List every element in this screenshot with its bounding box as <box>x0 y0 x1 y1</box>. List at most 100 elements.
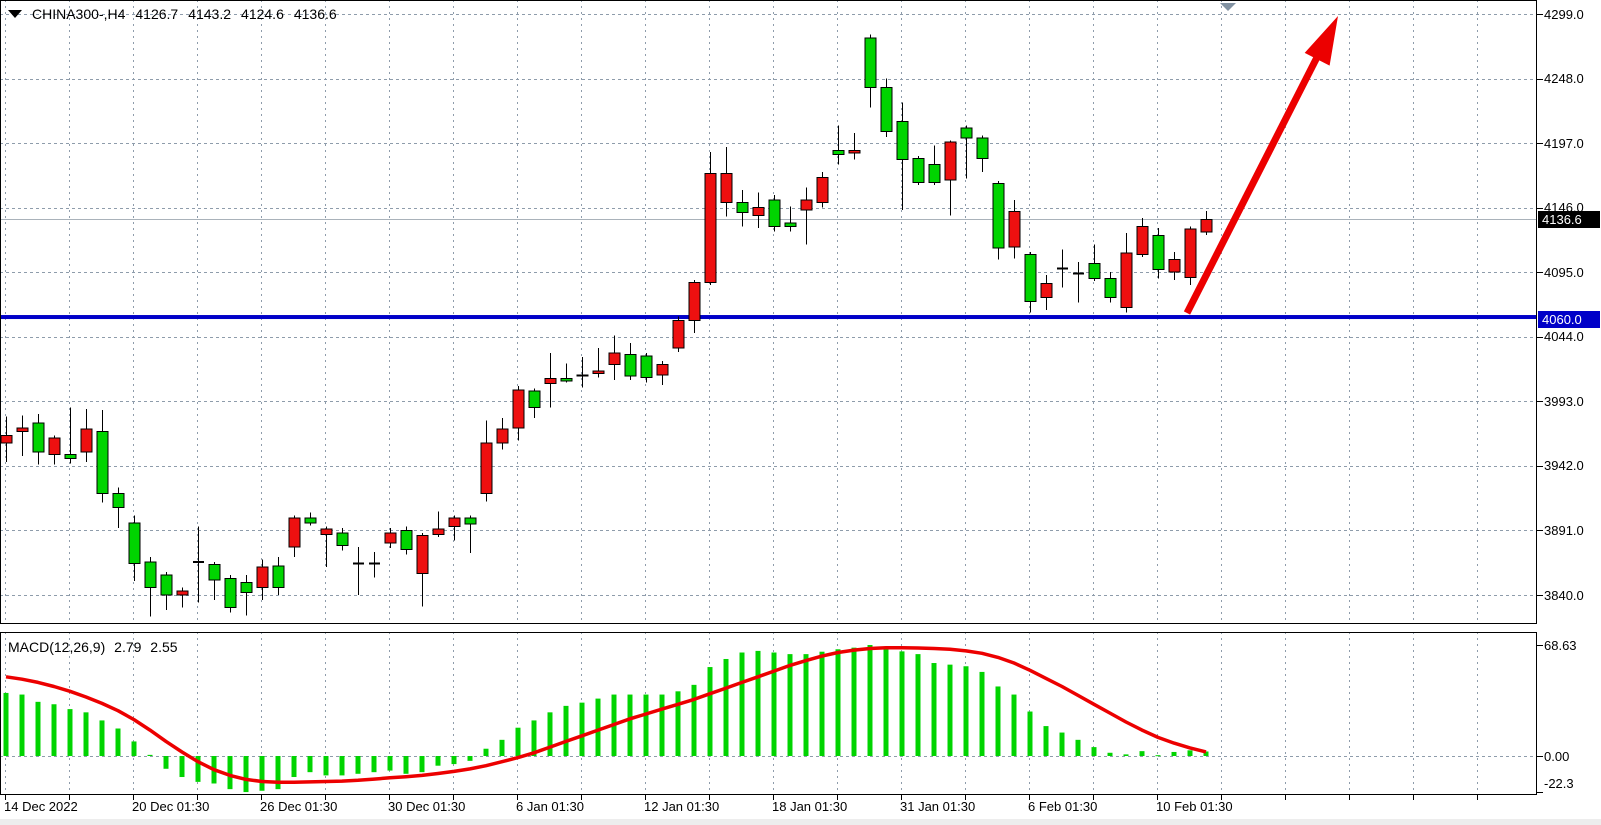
macd-signal-value: 2.55 <box>150 639 178 655</box>
bull-candle <box>656 364 669 376</box>
macd-histogram-bar <box>51 704 57 756</box>
time-axis-label: 30 Dec 01:30 <box>388 799 466 814</box>
macd-histogram-bar <box>851 647 857 756</box>
bear-candle <box>32 422 45 453</box>
macd-histogram-bar <box>819 651 825 756</box>
bear-candle <box>272 565 285 588</box>
macd-histogram-bar <box>515 727 521 756</box>
bull-candle <box>1200 219 1213 233</box>
bear-candle <box>992 183 1005 249</box>
macd-histogram-bar <box>595 698 601 756</box>
macd-histogram-bar <box>1107 752 1113 756</box>
bear-candle <box>1104 278 1117 299</box>
bull-candle <box>512 389 525 429</box>
macd-histogram-bar <box>707 667 713 756</box>
symbol-period-label: CHINA300-,H4 <box>32 6 126 22</box>
macd-histogram-bar <box>227 756 233 790</box>
window-bottom-edge <box>0 819 1601 825</box>
macd-histogram-bar <box>307 756 313 773</box>
symbol-dropdown-icon[interactable] <box>8 10 22 18</box>
bear-candle <box>240 581 253 593</box>
trend-arrow-head[interactable] <box>1304 16 1338 66</box>
main-chart-panel[interactable] <box>0 0 1537 624</box>
hline-price-badge: 4060.0 <box>1538 310 1600 328</box>
bear-candle <box>912 157 925 183</box>
bull-candle <box>672 319 685 349</box>
macd-histogram-bar <box>291 756 297 778</box>
macd-histogram-bar <box>1059 732 1065 756</box>
price-axis-label: 4248.0 <box>1544 71 1584 87</box>
bull-candle <box>848 150 861 154</box>
support-hline[interactable] <box>0 315 1536 320</box>
macd-histogram-bar <box>1027 711 1033 756</box>
macd-histogram-bar <box>723 658 729 756</box>
macd-histogram-bar <box>547 712 553 756</box>
macd-histogram-bar <box>899 651 905 756</box>
low-value: 4124.6 <box>241 6 284 22</box>
macd-histogram-bar <box>3 692 9 756</box>
bear-candle <box>880 86 893 133</box>
bull-candle <box>592 370 605 374</box>
macd-histogram-bar <box>579 702 585 756</box>
bull-candle <box>1008 210 1021 248</box>
macd-histogram-bar <box>643 694 649 756</box>
bull-candle <box>720 172 733 204</box>
bear-candle <box>208 564 221 581</box>
macd-histogram-bar <box>243 756 249 793</box>
bear-candle <box>112 493 125 509</box>
bull-candle <box>1136 226 1149 256</box>
chart-title-bar: CHINA300-,H4 4126.7 4143.2 4124.6 4136.6 <box>8 6 337 22</box>
macd-histogram-bar <box>115 728 121 756</box>
bear-candle <box>160 574 173 596</box>
macd-histogram-bar <box>387 756 393 771</box>
bear-candle <box>768 199 781 228</box>
trend-arrow-shaft[interactable] <box>1183 51 1323 315</box>
bull-candle <box>544 378 557 385</box>
macd-histogram-bar <box>691 684 697 756</box>
macd-histogram-bar <box>67 709 73 756</box>
bear-candle <box>144 561 157 588</box>
bull-candle <box>1168 259 1181 273</box>
macd-histogram-bar <box>835 649 841 756</box>
time-axis-label: 31 Jan 01:30 <box>900 799 976 814</box>
price-axis-label: 3840.0 <box>1544 587 1584 603</box>
macd-signal-line <box>5 645 1207 784</box>
bear-candle <box>304 517 317 524</box>
price-axis-label: 3891.0 <box>1544 522 1584 538</box>
bull-candle <box>944 141 957 181</box>
bull-candle <box>448 517 461 528</box>
bull-candle <box>48 437 61 456</box>
macd-histogram-bar <box>787 654 793 756</box>
macd-histogram-bar <box>419 756 425 773</box>
time-axis-label: 12 Jan 01:30 <box>644 799 720 814</box>
macd-histogram-bar <box>83 712 89 756</box>
bear-candle <box>960 127 973 139</box>
macd-histogram-bar <box>403 756 409 774</box>
macd-histogram-bar <box>451 756 457 765</box>
bull-candle <box>496 428 509 444</box>
bull-candle <box>1040 283 1053 299</box>
bear-candle <box>976 137 989 159</box>
macd-histogram-bar <box>179 756 185 778</box>
current-price-badge: 4136.6 <box>1538 211 1600 229</box>
macd-histogram-bar <box>867 645 873 756</box>
open-value: 4126.7 <box>135 6 179 22</box>
macd-axis-label: -22.3 <box>1544 775 1574 791</box>
macd-histogram-bar <box>659 694 665 756</box>
bull-candle <box>16 427 29 433</box>
chart-shift-marker-icon <box>1220 3 1236 11</box>
macd-histogram-bar <box>195 756 201 782</box>
macd-histogram-bar <box>467 756 473 761</box>
time-axis-label: 20 Dec 01:30 <box>132 799 210 814</box>
macd-panel[interactable] <box>0 632 1537 795</box>
macd-histogram-bar <box>531 720 537 756</box>
macd-histogram-bar <box>675 691 681 756</box>
macd-histogram-bar <box>963 666 969 756</box>
macd-histogram-bar <box>1123 754 1129 756</box>
bear-candle <box>784 222 797 228</box>
time-axis-label: 26 Dec 01:30 <box>260 799 338 814</box>
bear-candle <box>560 378 573 382</box>
macd-histogram-bar <box>1075 739 1081 756</box>
bull-candle <box>416 535 429 574</box>
